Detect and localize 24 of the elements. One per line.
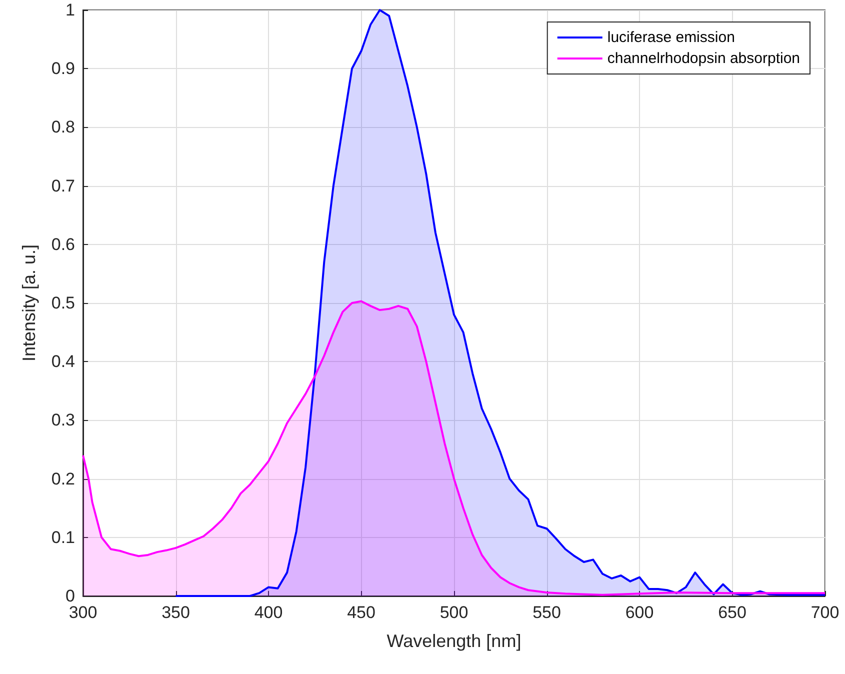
y-tick-label: 0.8	[51, 118, 75, 137]
x-tick-label: 600	[625, 603, 654, 622]
y-tick-label: 0.9	[51, 59, 75, 78]
y-tick-label: 0	[66, 586, 75, 606]
legend-label: channelrhodopsin absorption	[607, 50, 800, 67]
x-tick-label: 550	[532, 603, 561, 622]
y-axis-title: Intensity [a. u.]	[19, 244, 39, 362]
x-tick-label: 400	[254, 603, 283, 622]
y-tick-label: 0.3	[51, 410, 75, 430]
y-tick-label: 1	[66, 0, 75, 20]
x-tick-label: 350	[162, 603, 190, 622]
x-tick-label: 500	[440, 603, 468, 622]
y-tick-label: 0.6	[51, 234, 75, 254]
y-tick-label: 0.2	[51, 469, 75, 488]
y-tick-label: 0.1	[51, 528, 75, 547]
y-tick-label: 0.5	[51, 294, 75, 312]
y-tick-label: 0.7	[51, 176, 75, 196]
x-tick-label: 700	[810, 603, 840, 622]
x-tick-label: 650	[718, 603, 746, 622]
y-tick-label: 0.4	[51, 352, 75, 372]
x-axis-title: Wavelength [nm]	[386, 631, 522, 651]
legend-label: luciferase emission	[607, 29, 735, 46]
x-tick-label: 450	[347, 603, 376, 622]
x-tick-label: 300	[68, 603, 98, 622]
